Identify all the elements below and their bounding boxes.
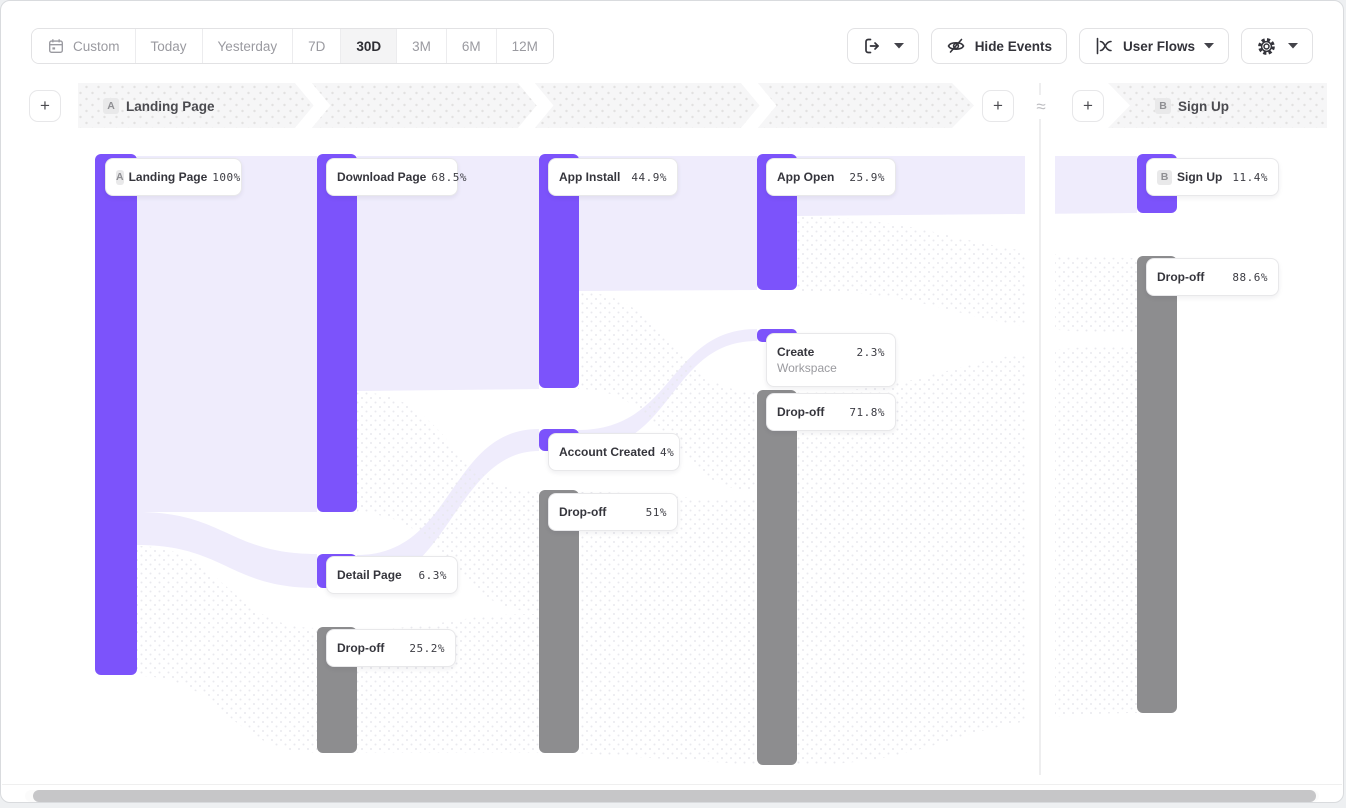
node-card-app-open[interactable]: App Open 25.9% (766, 158, 896, 196)
time-range-yesterday[interactable]: Yesterday (201, 29, 293, 63)
time-range-7d[interactable]: 7D (292, 29, 341, 63)
bar-dropoff-b[interactable] (1137, 256, 1177, 713)
toolbar: Custom Today Yesterday 7D 30D 3M 6M 12M (31, 28, 1313, 64)
flow-download-install (357, 156, 539, 391)
bar-download-page[interactable] (317, 154, 357, 512)
node-card-detail-page[interactable]: Detail Page 6.3% (326, 556, 458, 594)
user-flows-label: User Flows (1122, 38, 1195, 54)
time-range-30d[interactable]: 30D (340, 29, 397, 63)
bar-app-install[interactable] (539, 154, 579, 388)
node-card-download-page[interactable]: Download Page 68.5% (326, 158, 466, 196)
bar-dropoff-4[interactable] (757, 390, 797, 765)
node-card-account-created[interactable]: Account Created 4% (548, 433, 680, 471)
flow-open-dropb (796, 217, 1137, 333)
flows-chart-icon (1094, 36, 1114, 56)
hide-events-button[interactable]: Hide Events (930, 28, 1067, 64)
flow-install-drop4 (578, 292, 757, 491)
hide-events-label: Hide Events (974, 38, 1052, 54)
flow-landing-detail (137, 512, 317, 588)
time-range-custom[interactable]: Custom (32, 29, 135, 63)
step-banner-b[interactable] (1108, 83, 1327, 128)
time-range-selector: Custom Today Yesterday 7D 30D 3M 6M 12M (31, 28, 554, 64)
calendar-icon (47, 37, 65, 55)
flow-landing-drop2 (137, 546, 317, 753)
flow-landing-download (137, 156, 317, 512)
add-step-before-b-button[interactable]: + (1072, 90, 1104, 122)
add-step-end-a-button[interactable]: + (982, 90, 1014, 122)
node-card-dropoff-b[interactable]: Drop-off 88.6% (1146, 258, 1279, 296)
node-card-dropoff-3[interactable]: Drop-off 51% (548, 493, 678, 531)
user-flows-button[interactable]: User Flows (1078, 28, 1229, 64)
add-step-start-button[interactable]: + (29, 90, 61, 122)
export-button[interactable] (846, 28, 919, 64)
step-b-label[interactable]: B Sign Up (1155, 98, 1229, 114)
step-banner-a[interactable] (78, 74, 974, 137)
node-card-dropoff-2[interactable]: Drop-off 25.2% (326, 629, 456, 667)
approx-symbol: ≈ (1028, 95, 1054, 119)
step-a-name: Landing Page (126, 98, 215, 114)
node-card-app-install[interactable]: App Install 44.9% (548, 158, 678, 196)
step-a-badge: A (103, 98, 119, 114)
flow-download-drop3 (357, 392, 539, 612)
step-b-badge: B (1155, 98, 1171, 114)
step-a-label[interactable]: A Landing Page (103, 98, 215, 114)
bar-dropoff-3[interactable] (539, 490, 579, 753)
chevron-down-icon (1204, 43, 1214, 49)
node-card-landing-page[interactable]: A Landing Page 100% (105, 158, 242, 196)
event-bars (95, 154, 1177, 675)
horizontal-scrollbar-thumb[interactable] (33, 790, 1316, 802)
footer-divider (2, 784, 1342, 785)
export-icon (862, 36, 882, 56)
step-b-name: Sign Up (1178, 98, 1229, 114)
eye-off-icon (946, 36, 966, 56)
time-range-3m[interactable]: 3M (396, 29, 446, 63)
dropoff-bars (317, 256, 1177, 765)
node-card-sign-up[interactable]: B Sign Up 11.4% (1146, 158, 1279, 196)
time-range-label: Custom (73, 38, 120, 54)
bar-landing-page[interactable] (95, 154, 137, 675)
node-card-create-workspace[interactable]: Create 2.3% Workspace (766, 333, 896, 387)
gear-icon (1256, 36, 1277, 57)
time-range-12m[interactable]: 12M (495, 29, 553, 63)
settings-button[interactable] (1241, 28, 1313, 64)
chevron-down-icon (1288, 43, 1298, 49)
time-range-6m[interactable]: 6M (445, 29, 496, 63)
step-a-badge: A (116, 169, 124, 185)
toolbar-actions: Hide Events User Flows (846, 28, 1313, 64)
time-range-today[interactable]: Today (134, 29, 202, 63)
step-b-badge: B (1157, 169, 1172, 185)
node-card-dropoff-4[interactable]: Drop-off 71.8% (766, 393, 896, 431)
chevron-down-icon (893, 43, 904, 49)
flow-drop3-drop4 (578, 492, 757, 765)
